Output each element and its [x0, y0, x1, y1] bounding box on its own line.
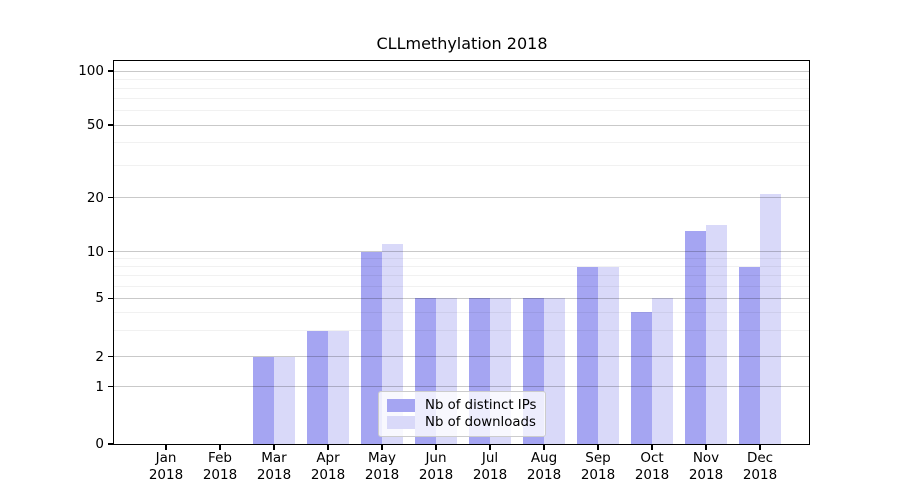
- y-minor-gridline: [114, 78, 810, 80]
- y-tick-mark: [108, 355, 113, 358]
- bar-distinct-ips-dec: [739, 266, 760, 445]
- x-tick-mark: [705, 445, 707, 450]
- y-minor-gridline: [114, 98, 810, 100]
- y-tick-label: 5: [95, 290, 104, 307]
- bar-downloads-mar: [274, 356, 295, 445]
- y-major-gridline: [114, 386, 810, 387]
- x-tick-label: Sep 2018: [580, 450, 616, 483]
- y-tick-label: 50: [86, 117, 104, 133]
- x-tick-label: Jul 2018: [472, 450, 508, 483]
- x-tick-mark: [273, 445, 275, 450]
- bar-distinct-ips-oct: [631, 312, 652, 445]
- y-minor-gridline: [114, 285, 810, 287]
- x-tick-mark: [759, 445, 761, 450]
- legend-swatch-downloads-icon: [387, 416, 415, 430]
- y-tick-mark: [108, 197, 113, 199]
- x-tick-mark: [435, 445, 437, 450]
- x-tick-label: Apr 2018: [310, 450, 346, 483]
- x-tick-label: Nov 2018: [688, 450, 724, 483]
- x-tick-mark: [327, 445, 329, 450]
- y-minor-gridline: [114, 87, 810, 89]
- y-major-gridline: [114, 197, 810, 199]
- y-tick-mark: [108, 251, 113, 253]
- legend-label-downloads: Nb of downloads: [425, 415, 536, 431]
- x-tick-label: Mar 2018: [256, 450, 292, 483]
- y-tick-mark: [108, 297, 113, 299]
- y-tick-mark: [108, 124, 113, 126]
- x-tick-label: Dec 2018: [742, 450, 778, 483]
- bar-distinct-ips-mar: [253, 356, 274, 445]
- x-tick-mark: [489, 445, 491, 450]
- bar-distinct-ips-nov: [685, 231, 706, 445]
- y-major-gridline: [114, 356, 810, 357]
- y-tick-mark: [108, 70, 113, 72]
- y-major-gridline: [114, 70, 810, 72]
- bar-downloads-aug: [544, 298, 565, 445]
- y-minor-gridline: [114, 142, 810, 144]
- bar-distinct-ips-apr: [307, 330, 328, 445]
- y-major-gridline: [114, 251, 810, 253]
- y-major-gridline: [114, 297, 810, 299]
- x-tick-mark: [219, 445, 221, 450]
- y-tick-mark: [108, 385, 113, 388]
- x-tick-label: Oct 2018: [634, 450, 670, 483]
- y-minor-gridline: [114, 165, 810, 167]
- y-tick-label: 10: [86, 243, 104, 260]
- legend-label-distinct-ips: Nb of distinct IPs: [425, 397, 537, 413]
- x-tick-mark: [543, 445, 545, 450]
- x-tick-label: May 2018: [364, 450, 400, 483]
- bar-downloads-apr: [328, 330, 349, 445]
- y-tick-mark: [108, 443, 113, 445]
- x-tick-label: Jan 2018: [148, 450, 184, 483]
- y-major-gridline: [114, 124, 810, 126]
- x-tick-mark: [165, 445, 167, 450]
- legend-entry-distinct-ips: Nb of distinct IPs: [387, 398, 537, 413]
- bar-distinct-ips-sep: [577, 266, 598, 445]
- x-tick-label: Feb 2018: [202, 450, 238, 483]
- x-tick-label: Aug 2018: [526, 450, 562, 483]
- x-tick-mark: [651, 445, 653, 450]
- legend: Nb of distinct IPs Nb of downloads: [378, 391, 546, 437]
- chart-title: CLLmethylation 2018: [376, 34, 548, 53]
- y-tick-label: 0: [95, 436, 104, 452]
- x-tick-mark: [381, 445, 383, 450]
- y-tick-label: 1: [95, 378, 104, 395]
- y-minor-gridline: [114, 258, 810, 260]
- bar-downloads-nov: [706, 225, 727, 445]
- bar-downloads-dec: [760, 193, 781, 445]
- y-minor-gridline: [114, 110, 810, 112]
- y-minor-gridline: [114, 330, 810, 332]
- y-tick-label: 100: [78, 63, 104, 79]
- y-tick-label: 2: [95, 348, 104, 365]
- y-minor-gridline: [114, 266, 810, 268]
- bar-downloads-oct: [652, 298, 673, 445]
- y-minor-gridline: [114, 275, 810, 277]
- legend-swatch-distinct-ips-icon: [387, 398, 415, 412]
- y-minor-gridline: [114, 311, 810, 313]
- x-tick-label: Jun 2018: [418, 450, 454, 483]
- y-tick-label: 20: [86, 189, 104, 206]
- x-tick-mark: [597, 445, 599, 450]
- bar-downloads-sep: [598, 266, 619, 445]
- legend-entry-downloads: Nb of downloads: [387, 415, 537, 430]
- bar-distinct-ips-may: [361, 251, 382, 445]
